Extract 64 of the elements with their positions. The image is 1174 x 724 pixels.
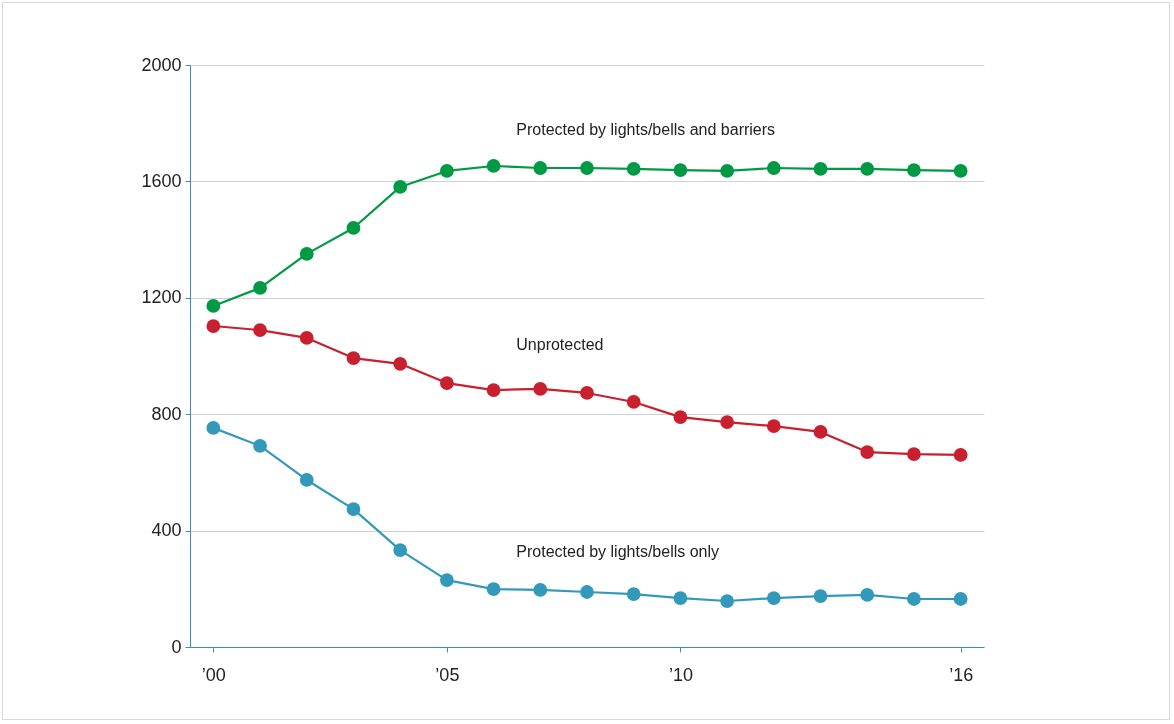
point xyxy=(720,164,735,178)
point xyxy=(626,587,641,601)
point xyxy=(766,591,781,605)
point xyxy=(580,585,594,599)
y-tick-label: 2000 xyxy=(141,54,182,75)
x-tick-label: ’05 xyxy=(435,664,460,685)
point xyxy=(860,588,875,602)
point xyxy=(673,591,688,605)
point xyxy=(813,589,828,603)
point xyxy=(439,164,454,178)
point xyxy=(953,448,968,462)
text: Unprotected xyxy=(516,335,604,353)
point xyxy=(299,331,314,345)
point xyxy=(206,299,221,313)
x-tick-label: ’16 xyxy=(949,664,974,685)
point xyxy=(206,319,221,333)
point xyxy=(439,573,454,587)
point xyxy=(673,163,688,177)
point xyxy=(766,419,781,434)
point xyxy=(580,161,594,175)
y-tick-label: 0 xyxy=(171,636,182,657)
point xyxy=(953,592,968,606)
point xyxy=(486,159,501,173)
y-tick-label: 1600 xyxy=(141,170,182,191)
point xyxy=(393,356,408,371)
point xyxy=(253,439,267,453)
point xyxy=(346,502,361,516)
series-label: Protected by lights/bells only xyxy=(516,542,720,560)
y-tick-label: 400 xyxy=(151,520,182,541)
point xyxy=(626,162,641,176)
point xyxy=(486,383,501,397)
point xyxy=(299,246,314,261)
point xyxy=(299,473,314,487)
point xyxy=(253,281,267,295)
point xyxy=(346,221,361,235)
point xyxy=(206,421,221,435)
point xyxy=(533,161,548,175)
point xyxy=(253,323,267,337)
y-tick-label: 1200 xyxy=(141,287,182,308)
point xyxy=(626,395,641,409)
point xyxy=(720,415,735,429)
y-tick-label: 800 xyxy=(151,403,182,424)
point xyxy=(439,376,454,390)
point xyxy=(907,447,921,461)
point xyxy=(813,162,828,176)
point xyxy=(393,180,408,194)
point xyxy=(766,161,781,175)
point xyxy=(533,382,548,396)
point xyxy=(860,445,875,459)
point xyxy=(907,592,921,606)
point xyxy=(953,164,968,178)
point xyxy=(393,543,408,557)
point xyxy=(486,582,501,596)
point xyxy=(346,351,361,365)
point xyxy=(673,410,688,424)
point xyxy=(720,594,735,608)
point xyxy=(533,583,548,597)
point xyxy=(580,386,594,400)
x-tick-label: ’00 xyxy=(201,664,226,685)
point xyxy=(907,163,921,177)
point xyxy=(813,425,828,439)
series-label: Protected by lights/bells and barriers xyxy=(516,121,776,139)
point xyxy=(860,162,875,176)
x-tick-label: ’10 xyxy=(668,664,693,685)
